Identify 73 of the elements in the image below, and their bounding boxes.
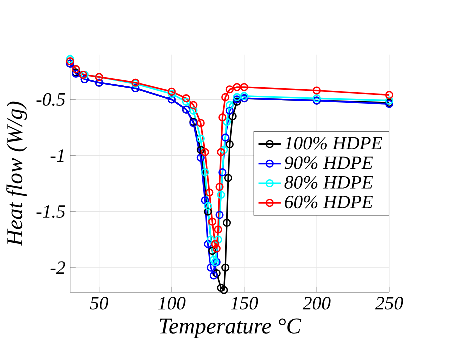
point <box>222 264 230 272</box>
point <box>196 134 205 144</box>
point <box>217 284 226 292</box>
point <box>385 96 394 105</box>
point <box>208 247 217 256</box>
point <box>190 106 198 115</box>
point <box>226 106 234 115</box>
point <box>168 90 176 98</box>
point <box>204 240 212 248</box>
point <box>385 91 394 100</box>
y-tick-label: -1 <box>50 150 64 162</box>
point <box>204 208 212 216</box>
point <box>210 256 218 264</box>
point <box>233 93 242 102</box>
point <box>222 134 230 142</box>
point <box>220 146 228 154</box>
legend-label: 60% HDPE <box>285 196 374 209</box>
point <box>201 168 210 177</box>
point <box>214 226 222 234</box>
point <box>206 188 214 197</box>
point <box>240 92 248 100</box>
point <box>226 101 234 110</box>
point <box>312 86 322 95</box>
point <box>216 183 224 192</box>
point <box>223 219 232 228</box>
point <box>196 146 205 154</box>
legend-label: 80% HDPE <box>284 176 374 190</box>
legend-label: 100% HDPE <box>285 137 382 150</box>
y-axis-title: Heat flow (W/g) <box>6 102 28 246</box>
legend-label: 90% HDPE <box>284 156 374 170</box>
point <box>212 269 221 278</box>
point <box>210 272 218 280</box>
x-tick-label: 50 <box>90 297 108 310</box>
point <box>218 168 227 177</box>
point <box>228 112 237 121</box>
point <box>218 114 227 122</box>
point <box>216 211 224 220</box>
x-tick-label: 150 <box>231 297 258 310</box>
point <box>212 244 221 253</box>
point <box>217 191 226 200</box>
point <box>214 236 222 244</box>
point <box>182 94 190 103</box>
point <box>207 264 216 272</box>
point <box>240 83 248 92</box>
point <box>66 55 74 64</box>
point <box>224 174 233 182</box>
point <box>190 101 198 110</box>
point <box>233 96 242 104</box>
point <box>168 88 176 96</box>
x-tick-label: 250 <box>375 297 404 310</box>
point <box>233 83 242 92</box>
point <box>220 286 228 294</box>
point <box>211 240 220 248</box>
point <box>201 196 210 205</box>
point <box>207 236 216 244</box>
y-tick-label: -0.5 <box>36 93 66 106</box>
point <box>223 118 232 126</box>
x-axis-title: Temperature °C <box>160 318 302 339</box>
point <box>208 218 217 226</box>
point <box>196 154 205 162</box>
point <box>204 202 212 210</box>
point <box>201 148 210 156</box>
y-tick-label: -2 <box>50 262 66 274</box>
point <box>217 148 226 156</box>
point <box>226 140 234 149</box>
y-tick-label: -1.5 <box>36 206 66 218</box>
x-tick-label: 100 <box>158 297 186 310</box>
point <box>226 86 234 94</box>
point <box>196 119 205 128</box>
point <box>233 98 242 106</box>
point <box>182 98 190 106</box>
point <box>222 93 230 102</box>
x-tick-label: 200 <box>302 297 331 310</box>
